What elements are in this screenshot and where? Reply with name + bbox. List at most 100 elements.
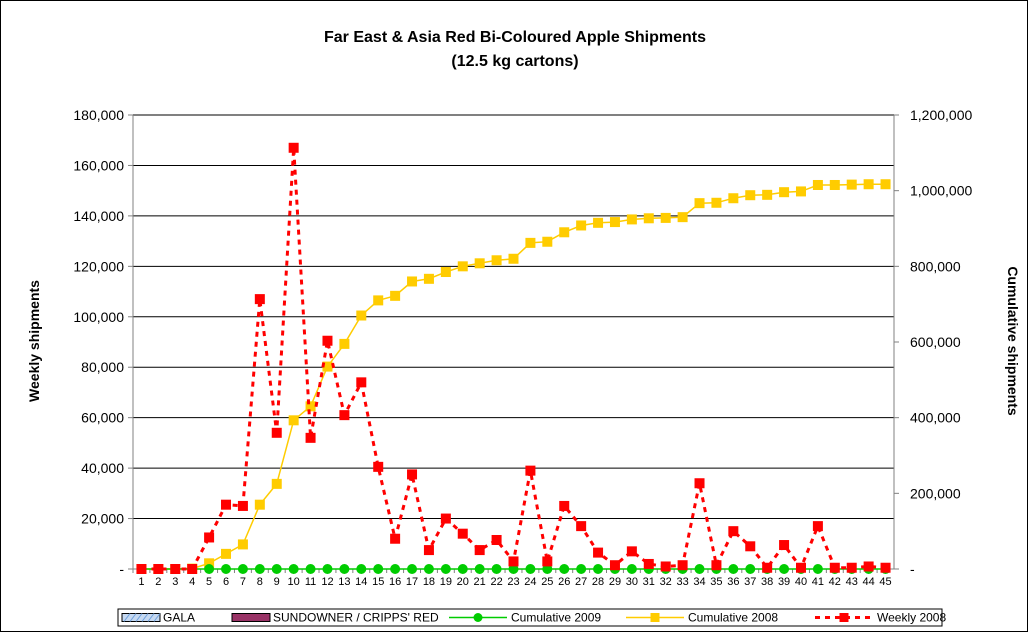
data-point (221, 499, 232, 510)
data-point (423, 545, 434, 556)
data-point (204, 564, 215, 574)
x-tick-label: 25 (541, 576, 553, 588)
data-point (204, 532, 215, 543)
x-tick-label: 17 (406, 576, 418, 588)
legend-entry: GALA (121, 611, 195, 625)
data-point (407, 276, 418, 287)
data-point (237, 564, 248, 574)
data-point (542, 236, 553, 247)
data-point (779, 564, 790, 574)
legend-swatch-hatch (153, 613, 161, 622)
data-point (322, 335, 333, 346)
data-point (221, 564, 232, 574)
chart-title: Far East & Asia Red Bi-Coloured Apple Sh… (324, 29, 706, 46)
data-point (542, 556, 553, 567)
data-point (812, 179, 823, 190)
x-tick-label: 8 (257, 576, 263, 588)
data-point (491, 255, 502, 266)
x-tick-label: 16 (389, 576, 401, 588)
x-tick-label: 4 (189, 576, 195, 588)
x-tick-label: 23 (507, 576, 519, 588)
data-point (254, 564, 265, 574)
series-layer (136, 142, 891, 574)
left-tick-label: 120,000 (73, 258, 124, 274)
data-point (423, 273, 434, 284)
data-point (694, 478, 705, 489)
x-tick-label: 18 (423, 576, 435, 588)
x-tick-label: 29 (609, 576, 621, 588)
data-point (339, 410, 350, 421)
x-tick-label: 26 (558, 576, 570, 588)
x-tick-label: 30 (626, 576, 638, 588)
right-tick-label: 1,000,000 (910, 183, 972, 199)
data-point (356, 377, 367, 388)
data-point (339, 338, 350, 349)
legend-label: Weekly 2008 (877, 611, 946, 625)
legend-entry: Weekly 2008 (815, 611, 946, 625)
legend-label: GALA (163, 611, 195, 625)
data-point (593, 217, 604, 228)
legend-entry: Cumulative 2008 (626, 611, 778, 625)
x-tick-label: 13 (338, 576, 350, 588)
left-tick-label: 100,000 (73, 309, 124, 325)
left-tick-label: 80,000 (81, 359, 124, 375)
x-tick-label: 15 (372, 576, 384, 588)
data-point (643, 213, 654, 224)
gridlines (133, 114, 894, 520)
data-point (643, 558, 654, 569)
data-point (254, 294, 265, 305)
left-tick-label: 160,000 (73, 157, 124, 173)
data-point (593, 564, 604, 574)
data-point (525, 564, 536, 574)
data-point (305, 564, 316, 574)
left-axis-ticks: - 20,000 40,000 60,000 80,000 100,000 120,000 1… (73, 107, 133, 577)
data-point (373, 564, 384, 574)
data-point (576, 521, 587, 532)
series-line (141, 147, 886, 571)
chart-subtitle: (12.5 kg cartons) (451, 53, 578, 70)
legend-entry: SUNDOWNER / CRIPPS' RED (231, 611, 439, 625)
left-tick-label: 40,000 (81, 460, 124, 476)
data-point (728, 193, 739, 204)
right-tick-label: 800,000 (910, 258, 961, 274)
x-tick-label: 27 (575, 576, 587, 588)
x-tick-label: 32 (660, 576, 672, 588)
data-point (626, 546, 637, 557)
right-tick-label: 600,000 (910, 334, 961, 350)
legend-swatch-marker (839, 613, 849, 622)
data-point (373, 295, 384, 306)
data-point (525, 465, 536, 476)
x-tick-label: 19 (440, 576, 452, 588)
data-point (187, 564, 198, 574)
left-tick-label: 140,000 (73, 208, 124, 224)
data-point (576, 220, 587, 231)
data-point (728, 564, 739, 574)
x-tick-label: 42 (829, 576, 841, 588)
x-tick-label: 34 (693, 576, 705, 588)
right-tick-label: - (910, 561, 915, 577)
data-point (288, 415, 299, 426)
x-tick-label: 7 (240, 576, 246, 588)
data-point (440, 564, 451, 574)
data-point (170, 564, 181, 574)
data-point (491, 534, 502, 545)
x-tick-label: 22 (490, 576, 502, 588)
legend-swatch-hatch (147, 613, 155, 622)
data-point (660, 212, 671, 223)
data-point (863, 179, 874, 190)
data-point (407, 469, 418, 480)
x-tick-label: 31 (643, 576, 655, 588)
data-point (609, 560, 620, 571)
data-point (474, 545, 485, 556)
legend-label: Cumulative 2008 (688, 611, 778, 625)
data-point (457, 564, 468, 574)
data-point (762, 189, 773, 200)
data-point (559, 500, 570, 511)
data-point (525, 237, 536, 248)
data-point (440, 267, 451, 278)
data-point (423, 564, 434, 574)
data-point (288, 564, 299, 574)
data-point (390, 564, 401, 574)
left-tick-label: 20,000 (81, 511, 124, 527)
data-point (677, 212, 688, 223)
